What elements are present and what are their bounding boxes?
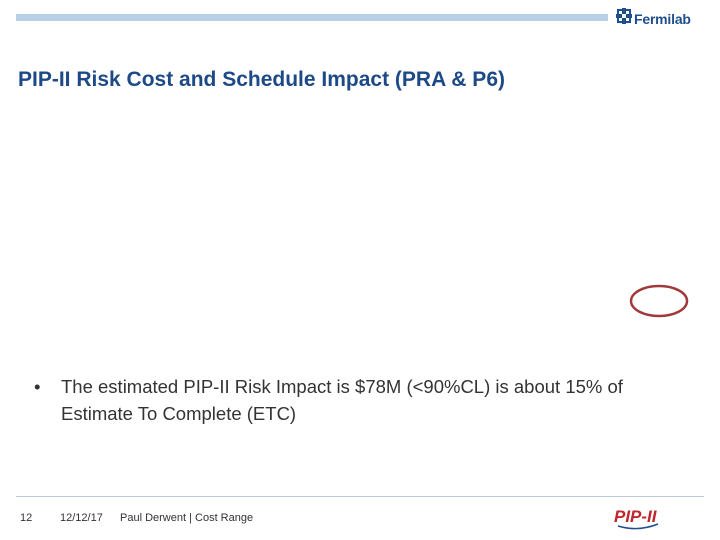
header-bar	[16, 14, 608, 21]
footer-divider	[16, 496, 704, 497]
bullet-dot: •	[34, 376, 41, 397]
footer-date: 12/12/17	[60, 512, 103, 524]
highlight-ellipse	[629, 284, 689, 318]
pip-ii-logo-text: PIP-II	[614, 507, 658, 526]
fermilab-star-icon	[616, 8, 634, 29]
logo-text: Fermilab	[634, 10, 691, 27]
footer-author: Paul Derwent | Cost Range	[120, 512, 254, 524]
slide-title: PIP-II Risk Cost and Schedule Impact (PR…	[18, 68, 505, 91]
pip-ii-logo: PIP-II	[614, 507, 659, 530]
fermilab-logo: Fermilab	[616, 8, 691, 29]
bullet-text: The estimated PIP-II Risk Impact is $78M…	[61, 376, 623, 424]
page-number: 12	[20, 512, 33, 524]
